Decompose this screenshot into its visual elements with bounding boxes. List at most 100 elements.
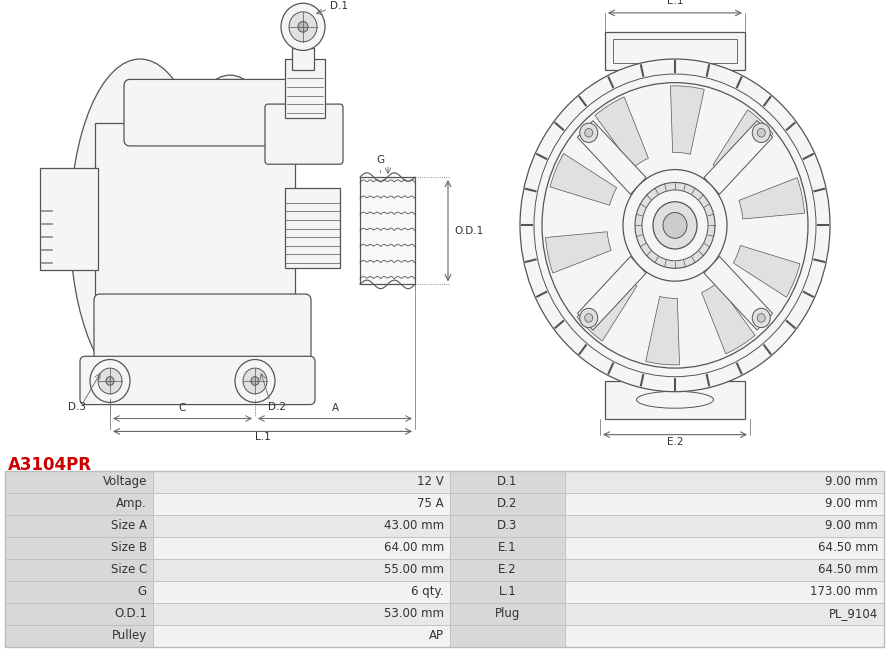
Circle shape <box>251 376 259 386</box>
Circle shape <box>585 128 593 137</box>
Circle shape <box>642 190 708 261</box>
Text: 12 V: 12 V <box>417 475 444 488</box>
Wedge shape <box>550 153 617 205</box>
Circle shape <box>580 123 597 142</box>
Text: D.1: D.1 <box>497 475 517 488</box>
Circle shape <box>281 3 325 51</box>
Circle shape <box>243 368 267 394</box>
Bar <box>5 515 153 537</box>
Text: 64.50 mm: 64.50 mm <box>818 542 878 554</box>
Text: Pulley: Pulley <box>112 630 147 642</box>
Text: Plug: Plug <box>495 607 520 620</box>
Bar <box>5 581 153 603</box>
Text: A: A <box>332 403 339 413</box>
Bar <box>5 625 153 647</box>
Text: PL_9104: PL_9104 <box>829 607 878 620</box>
Bar <box>565 493 884 515</box>
Text: L.1: L.1 <box>499 586 517 598</box>
Bar <box>450 470 565 493</box>
Text: 64.50 mm: 64.50 mm <box>818 563 878 576</box>
Circle shape <box>752 309 770 328</box>
Text: 55.00 mm: 55.00 mm <box>384 563 444 576</box>
Circle shape <box>653 202 697 249</box>
Text: AP: AP <box>429 630 444 642</box>
Text: 53.00 mm: 53.00 mm <box>384 607 444 620</box>
Text: 9.00 mm: 9.00 mm <box>825 519 878 532</box>
Bar <box>450 581 565 603</box>
Text: Amp.: Amp. <box>116 497 147 511</box>
Text: D.2: D.2 <box>497 497 517 511</box>
Text: E.1: E.1 <box>498 542 517 554</box>
Bar <box>450 515 565 537</box>
Bar <box>605 32 745 70</box>
Bar <box>704 120 773 194</box>
Circle shape <box>757 128 765 137</box>
Bar <box>450 537 565 559</box>
Bar <box>565 581 884 603</box>
Bar <box>153 603 450 625</box>
Bar <box>5 470 884 647</box>
Bar <box>565 470 884 493</box>
Bar <box>5 559 153 581</box>
Text: E.1: E.1 <box>667 0 684 7</box>
Text: E.2: E.2 <box>498 563 517 576</box>
Text: 9.00 mm: 9.00 mm <box>825 497 878 511</box>
Text: L.1: L.1 <box>254 432 270 442</box>
Text: 43.00 mm: 43.00 mm <box>384 519 444 532</box>
Bar <box>153 493 450 515</box>
Bar <box>578 257 646 330</box>
Circle shape <box>752 123 770 142</box>
Bar <box>578 120 646 194</box>
Circle shape <box>635 182 715 268</box>
Wedge shape <box>577 273 637 341</box>
FancyBboxPatch shape <box>124 80 306 146</box>
Bar <box>704 257 773 330</box>
Bar <box>450 493 565 515</box>
FancyBboxPatch shape <box>94 294 311 366</box>
Bar <box>292 48 314 70</box>
Bar <box>565 515 884 537</box>
Text: 9.00 mm: 9.00 mm <box>825 475 878 488</box>
Ellipse shape <box>70 59 210 392</box>
Bar <box>450 559 565 581</box>
Circle shape <box>757 314 765 322</box>
Text: G: G <box>376 155 384 165</box>
Bar <box>360 177 415 284</box>
Bar <box>565 559 884 581</box>
Bar <box>605 381 745 418</box>
Text: D.2: D.2 <box>268 402 286 412</box>
Text: Size A: Size A <box>111 519 147 532</box>
Text: 75 A: 75 A <box>417 497 444 511</box>
Bar <box>153 470 450 493</box>
Text: 173.00 mm: 173.00 mm <box>811 586 878 598</box>
Bar <box>5 470 153 493</box>
Bar <box>153 537 450 559</box>
Circle shape <box>90 359 130 403</box>
Text: A3104PR: A3104PR <box>8 456 92 474</box>
Ellipse shape <box>170 75 290 376</box>
Text: Size B: Size B <box>111 542 147 554</box>
Bar <box>5 603 153 625</box>
Bar <box>153 559 450 581</box>
Wedge shape <box>670 86 704 154</box>
Circle shape <box>623 170 727 281</box>
Bar <box>565 537 884 559</box>
Bar <box>5 493 153 515</box>
FancyBboxPatch shape <box>265 104 343 164</box>
Bar <box>153 581 450 603</box>
Bar <box>285 59 325 118</box>
Bar <box>565 603 884 625</box>
Circle shape <box>235 359 275 403</box>
Circle shape <box>580 309 597 328</box>
Bar <box>153 515 450 537</box>
Bar <box>5 537 153 559</box>
Circle shape <box>289 12 317 42</box>
Circle shape <box>663 213 687 238</box>
Wedge shape <box>739 178 805 219</box>
Bar <box>450 603 565 625</box>
Circle shape <box>298 22 308 32</box>
Bar <box>153 625 450 647</box>
Bar <box>285 188 340 268</box>
Text: Voltage: Voltage <box>102 475 147 488</box>
FancyBboxPatch shape <box>80 356 315 405</box>
